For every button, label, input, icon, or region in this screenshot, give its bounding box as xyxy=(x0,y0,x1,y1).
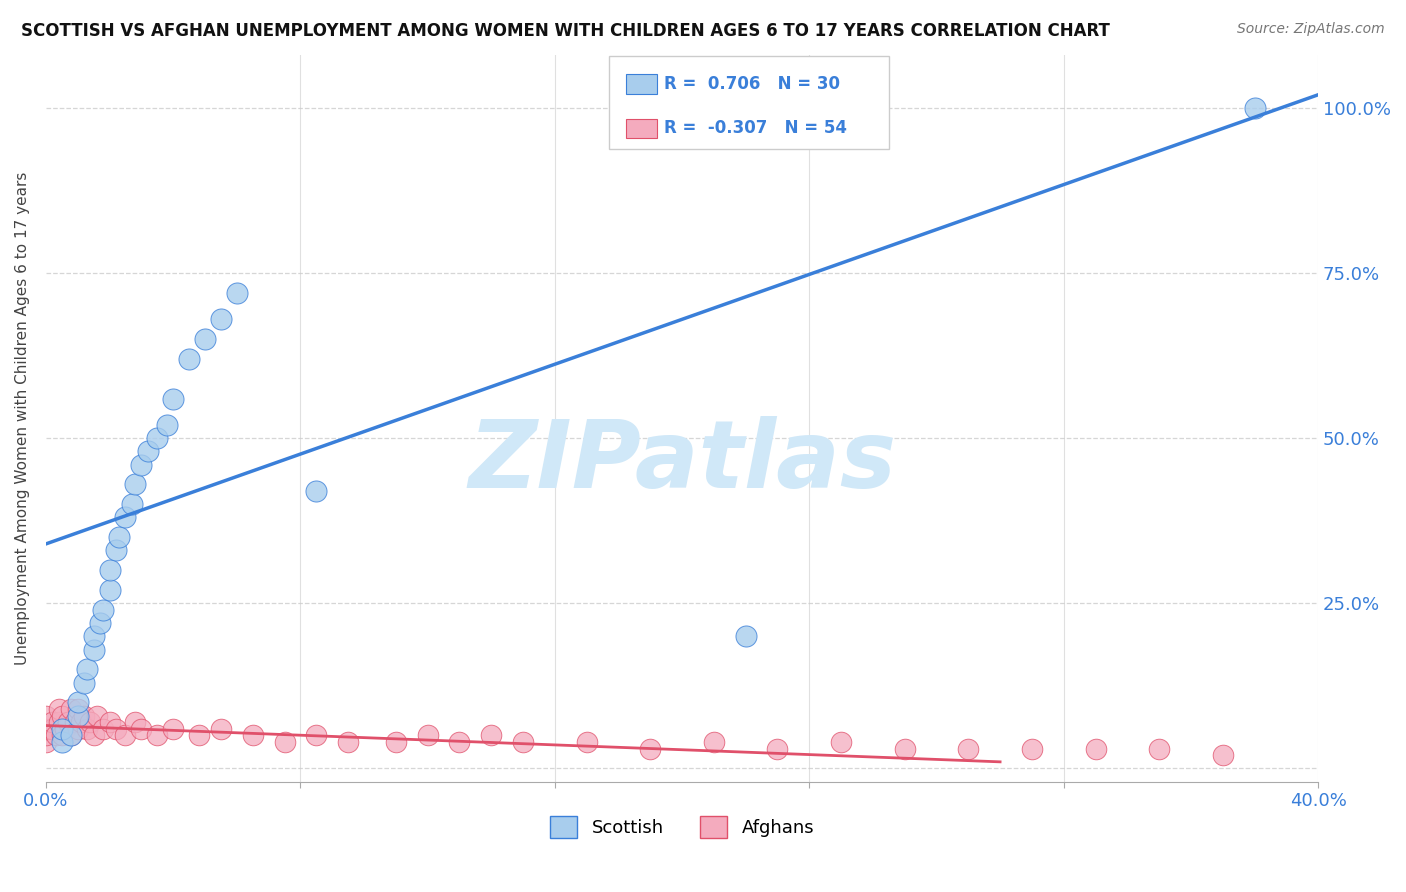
Point xyxy=(385,735,408,749)
Point xyxy=(66,695,89,709)
Point xyxy=(35,708,58,723)
Point xyxy=(136,444,159,458)
Point xyxy=(273,735,295,749)
Point xyxy=(1147,741,1170,756)
Point xyxy=(957,741,980,756)
Point xyxy=(416,728,439,742)
Point xyxy=(893,741,915,756)
Point xyxy=(60,728,83,742)
Point xyxy=(124,477,146,491)
Point xyxy=(91,603,114,617)
Text: R =  -0.307   N = 54: R = -0.307 N = 54 xyxy=(664,120,846,137)
Point xyxy=(209,312,232,326)
Point xyxy=(146,431,169,445)
Point xyxy=(83,728,105,742)
Point xyxy=(162,722,184,736)
Point xyxy=(98,583,121,598)
Point xyxy=(51,728,73,742)
Point xyxy=(512,735,534,749)
Point xyxy=(124,715,146,730)
Point xyxy=(449,735,471,749)
Y-axis label: Unemployment Among Women with Children Ages 6 to 17 years: Unemployment Among Women with Children A… xyxy=(15,172,30,665)
Point xyxy=(479,728,502,742)
Text: SCOTTISH VS AFGHAN UNEMPLOYMENT AMONG WOMEN WITH CHILDREN AGES 6 TO 17 YEARS COR: SCOTTISH VS AFGHAN UNEMPLOYMENT AMONG WO… xyxy=(21,22,1109,40)
Point xyxy=(41,715,63,730)
Point xyxy=(121,497,143,511)
Point xyxy=(58,715,80,730)
Point xyxy=(60,728,83,742)
Point xyxy=(60,702,83,716)
Point xyxy=(63,715,86,730)
Point xyxy=(70,715,93,730)
Point xyxy=(51,722,73,736)
Point xyxy=(98,715,121,730)
Point xyxy=(703,735,725,749)
Point xyxy=(73,675,96,690)
Point xyxy=(51,708,73,723)
Point xyxy=(86,708,108,723)
Point xyxy=(108,530,131,544)
Point xyxy=(305,484,328,499)
Point xyxy=(91,722,114,736)
Point xyxy=(76,722,98,736)
Point xyxy=(131,458,153,472)
Point xyxy=(66,702,89,716)
Point xyxy=(41,722,63,736)
Point xyxy=(830,735,852,749)
Point xyxy=(48,702,70,716)
Text: ZIPatlas: ZIPatlas xyxy=(468,416,896,508)
Point xyxy=(35,722,58,736)
Point xyxy=(83,642,105,657)
Point xyxy=(73,708,96,723)
Point xyxy=(305,728,328,742)
Point xyxy=(575,735,598,749)
Point xyxy=(98,563,121,577)
Point xyxy=(76,662,98,676)
Point xyxy=(35,728,58,742)
Point xyxy=(242,728,264,742)
Point xyxy=(209,722,232,736)
Point xyxy=(1212,748,1234,763)
Point xyxy=(48,715,70,730)
Point xyxy=(194,332,217,346)
Point xyxy=(638,741,661,756)
Point xyxy=(51,735,73,749)
Point xyxy=(66,708,89,723)
Point xyxy=(53,722,76,736)
Point xyxy=(146,728,169,742)
Point xyxy=(1021,741,1043,756)
Point xyxy=(114,510,136,524)
Point xyxy=(89,616,111,631)
Point xyxy=(83,629,105,643)
Text: R =  0.706   N = 30: R = 0.706 N = 30 xyxy=(664,75,839,93)
Point xyxy=(35,735,58,749)
Point xyxy=(337,735,360,749)
Point xyxy=(187,728,209,742)
Legend: Scottish, Afghans: Scottish, Afghans xyxy=(543,809,821,846)
Point xyxy=(104,543,127,558)
Point xyxy=(79,715,101,730)
Point xyxy=(44,728,66,742)
Point xyxy=(162,392,184,406)
Point xyxy=(1243,101,1265,115)
Point xyxy=(177,351,200,366)
Text: Source: ZipAtlas.com: Source: ZipAtlas.com xyxy=(1237,22,1385,37)
Point xyxy=(1084,741,1107,756)
Point xyxy=(66,722,89,736)
Point xyxy=(225,285,247,300)
Point xyxy=(156,417,179,432)
Point xyxy=(131,722,153,736)
Point xyxy=(766,741,789,756)
Point xyxy=(734,629,756,643)
Point xyxy=(104,722,127,736)
Point xyxy=(114,728,136,742)
